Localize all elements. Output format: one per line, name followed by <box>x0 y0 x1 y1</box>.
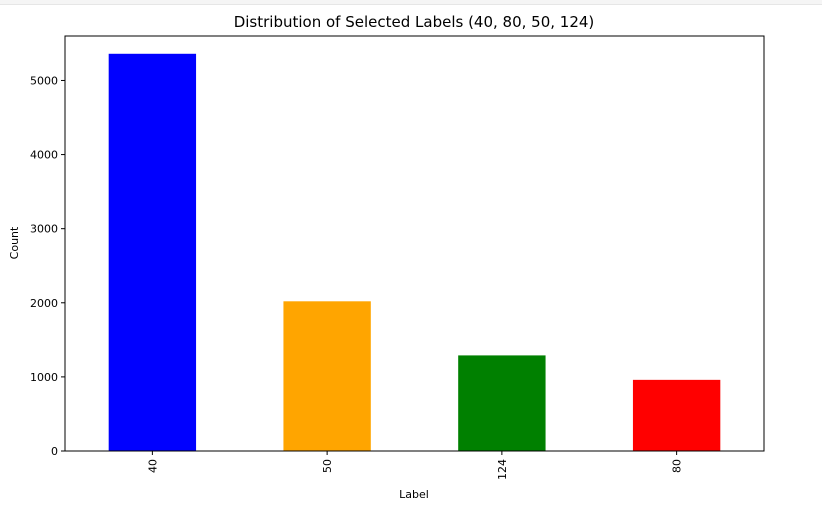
x-axis-label: Label <box>399 488 429 501</box>
y-axis-label: Count <box>8 226 21 259</box>
bar-80 <box>632 379 721 451</box>
notebook-output-top-border <box>0 0 822 5</box>
x-tick-label: 50 <box>321 459 334 473</box>
y-tick-label: 1000 <box>30 371 58 384</box>
bars-group <box>108 53 721 452</box>
y-tick-label: 5000 <box>30 74 58 87</box>
y-axis-ticks: 0 1000 2000 3000 4000 5000 <box>30 74 65 458</box>
y-tick-label: 3000 <box>30 223 58 236</box>
bar-40 <box>108 53 197 452</box>
y-tick-label: 2000 <box>30 297 58 310</box>
chart-title: Distribution of Selected Labels (40, 80,… <box>234 13 595 31</box>
y-tick-label: 4000 <box>30 149 58 162</box>
bar-50 <box>283 301 371 451</box>
x-tick-label: 124 <box>496 459 509 480</box>
plot-area-frame <box>64 35 765 452</box>
x-tick-label: 80 <box>671 459 684 473</box>
bar-124 <box>458 355 546 451</box>
y-tick-label: 0 <box>51 445 58 458</box>
x-tick-label: 40 <box>146 459 159 473</box>
x-axis-ticks: 40 50 124 80 <box>146 451 684 480</box>
